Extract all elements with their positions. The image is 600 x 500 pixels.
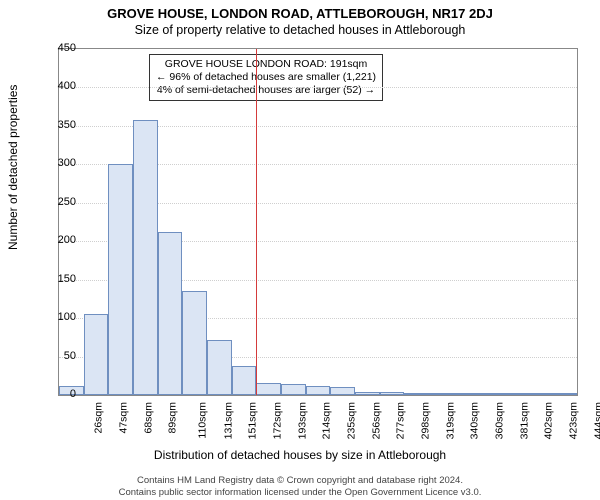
y-tick-label: 150 [46,273,76,285]
callout-line-3: 4% of semi-detached houses are larger (5… [156,84,376,97]
x-axis-label: Distribution of detached houses by size … [0,448,600,462]
histogram-bar [158,232,183,395]
x-tick-label: 298sqm [419,402,431,439]
chart-title: GROVE HOUSE, LONDON ROAD, ATTLEBOROUGH, … [0,0,600,21]
footer-line-1: Contains HM Land Registry data © Crown c… [0,475,600,486]
x-tick-label: 277sqm [395,402,407,439]
x-tick-label: 235sqm [345,402,357,439]
histogram-bar [84,314,109,395]
histogram-bar [454,393,479,395]
y-tick-label: 200 [46,234,76,246]
histogram-bar [478,393,503,395]
histogram-bar [182,291,207,395]
y-tick-label: 400 [46,80,76,92]
y-tick-label: 450 [46,42,76,54]
x-tick-label: 172sqm [271,402,283,439]
plot-area: GROVE HOUSE LONDON ROAD: 191sqm ← 96% of… [58,48,578,396]
x-tick-label: 193sqm [296,402,308,439]
histogram-bar [528,393,553,395]
x-tick-label: 360sqm [493,402,505,439]
histogram-bar [355,392,380,395]
y-tick-label: 350 [46,119,76,131]
x-tick-label: 151sqm [247,402,259,439]
x-tick-label: 340sqm [469,402,481,439]
y-tick-label: 250 [46,196,76,208]
histogram-bar [232,366,257,395]
histogram-bar [256,383,281,395]
histogram-bar [108,164,133,395]
x-tick-label: 68sqm [142,402,154,434]
histogram-bar [133,120,158,395]
x-tick-label: 319sqm [444,402,456,439]
chart-subtitle: Size of property relative to detached ho… [0,21,600,37]
x-tick-label: 131sqm [222,402,234,439]
histogram-bar [207,340,232,395]
gridline [59,87,577,88]
y-tick-label: 100 [46,311,76,323]
x-tick-label: 444sqm [592,402,600,439]
histogram-bar [306,386,331,395]
histogram-bar [429,393,454,395]
histogram-bar [503,393,528,395]
y-tick-label: 0 [46,388,76,400]
histogram-bar [330,387,355,395]
x-tick-label: 110sqm [197,402,209,439]
marker-line [256,49,257,395]
callout-line-2: ← 96% of detached houses are smaller (1,… [156,71,376,84]
histogram-bar [552,393,577,395]
x-tick-label: 89sqm [167,402,179,434]
y-axis-label: Number of detached properties [6,85,20,250]
x-tick-label: 256sqm [370,402,382,439]
x-tick-label: 47sqm [118,402,130,434]
histogram-bar [380,392,405,395]
y-tick-label: 50 [46,350,76,362]
y-tick-label: 300 [46,157,76,169]
x-tick-label: 402sqm [543,402,555,439]
x-tick-label: 381sqm [518,402,530,439]
footer-text: Contains HM Land Registry data © Crown c… [0,475,600,498]
x-tick-label: 423sqm [567,402,579,439]
histogram-bar [404,393,429,395]
footer-line-2: Contains public sector information licen… [0,487,600,498]
callout-box: GROVE HOUSE LONDON ROAD: 191sqm ← 96% of… [149,54,383,101]
histogram-bar [281,384,306,395]
callout-line-1: GROVE HOUSE LONDON ROAD: 191sqm [156,58,376,71]
x-tick-label: 26sqm [93,402,105,434]
x-tick-label: 214sqm [321,402,333,439]
